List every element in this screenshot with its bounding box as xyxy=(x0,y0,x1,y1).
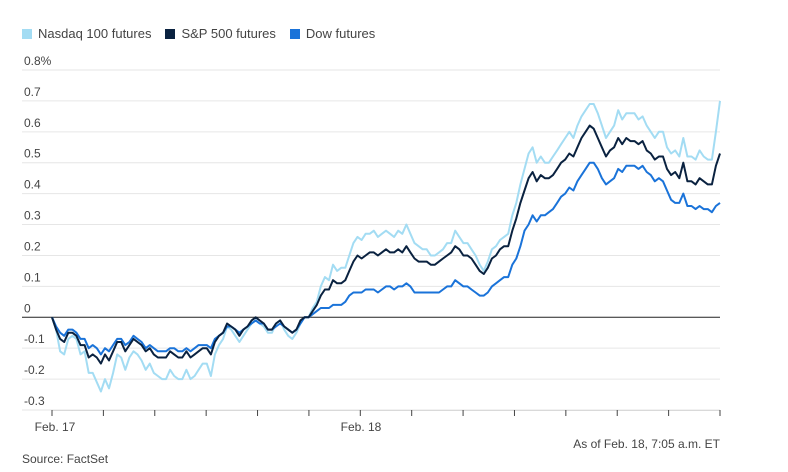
x-tick-label: Feb. 17 xyxy=(35,420,76,434)
y-tick-label: 0.3 xyxy=(24,209,41,223)
x-tick-label: Feb. 18 xyxy=(341,420,382,434)
series-line-nasdaq-100-futures xyxy=(51,100,721,393)
x-axis: Feb. 17 Feb. 18 xyxy=(35,410,721,434)
y-tick-label: 0.6 xyxy=(24,116,41,130)
series-lines xyxy=(51,100,721,393)
y-tick-label: 0.1 xyxy=(24,270,41,284)
y-tick-label: 0.2 xyxy=(24,239,41,253)
legend-item-dow: Dow futures xyxy=(289,26,376,41)
y-axis-ticks: 0.8% 0.7 0.6 0.5 0.4 0.3 0.2 0.1 0 -0.1 -0.2 -0.3 xyxy=(24,54,52,408)
y-tick-label: 0.5 xyxy=(24,147,41,161)
as-of-note: As of Feb. 18, 7:05 a.m. ET xyxy=(573,437,720,451)
legend-swatch-nasdaq xyxy=(22,28,32,39)
legend-label-nasdaq: Nasdaq 100 futures xyxy=(38,26,152,41)
series-line-dow-futures xyxy=(51,161,721,356)
legend-item-nasdaq: Nasdaq 100 futures xyxy=(22,26,151,41)
y-tick-label: -0.3 xyxy=(24,394,45,408)
y-tick-label: 0 xyxy=(24,301,31,315)
legend-label-sp500: S&P 500 futures xyxy=(181,26,276,41)
y-tick-label: 0.7 xyxy=(24,85,41,99)
y-tick-label: 0.4 xyxy=(24,178,41,192)
y-tick-label: -0.2 xyxy=(24,363,45,377)
chart-legend: Nasdaq 100 futures S&P 500 futures Dow f… xyxy=(22,26,375,41)
legend-label-dow: Dow futures xyxy=(305,26,376,41)
legend-swatch-dow xyxy=(289,28,300,39)
legend-item-sp500: S&P 500 futures xyxy=(165,26,276,41)
legend-swatch-sp500 xyxy=(165,28,176,39)
source-note: Source: FactSet xyxy=(22,452,109,466)
y-tick-label: 0.8% xyxy=(24,54,52,68)
y-tick-label: -0.1 xyxy=(24,332,45,346)
series-line-s-p-500-futures xyxy=(51,124,721,365)
